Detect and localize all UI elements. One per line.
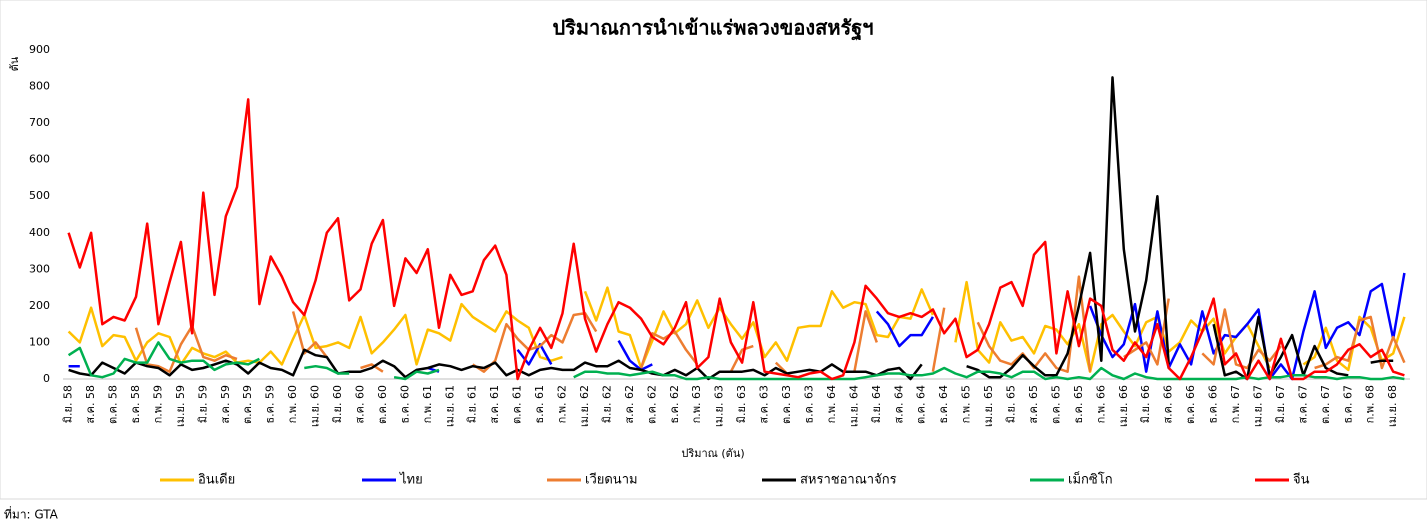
series-line <box>67 341 1405 381</box>
legend-label: เม็กซิโก <box>1068 470 1113 488</box>
x-tick-label: เม.ย. 65 <box>982 385 995 427</box>
x-tick-label: เม.ย. 66 <box>1117 385 1130 427</box>
x-tick-label: ต.ค. 66 <box>1184 385 1197 424</box>
x-tick-label: เม.ย. 62 <box>578 385 591 427</box>
x-tick-label: ธ.ค. 58 <box>129 385 142 424</box>
x-tick-label: ส.ค. 63 <box>758 385 771 424</box>
x-tick-label: ต.ค. 63 <box>780 385 793 424</box>
x-tick-label: มิ.ย. 64 <box>870 385 883 423</box>
x-tick-label: เม.ย. 68 <box>1386 385 1399 427</box>
x-tick-label: เม.ย. 67 <box>1251 385 1264 427</box>
x-tick-label: มิ.ย. 60 <box>331 385 344 423</box>
legend-label: สหราชอาณาจักร <box>800 473 897 488</box>
y-unit: ตัน <box>8 56 21 71</box>
x-tick-label: ส.ค. 59 <box>219 385 232 424</box>
x-tick-label: ก.พ. 63 <box>690 385 703 423</box>
x-tick-label: ก.พ. 64 <box>825 385 838 423</box>
y-tick-label: 700 <box>29 116 50 129</box>
x-tick-label: ส.ค. 60 <box>353 385 366 424</box>
x-tick-label: ต.ค. 59 <box>241 385 254 424</box>
x-tick-label: มิ.ย. 58 <box>62 385 75 423</box>
x-tick-label: ก.พ. 61 <box>421 385 434 423</box>
x-tick-label: ธ.ค. 64 <box>937 385 950 424</box>
x-tick-label: ก.พ. 65 <box>960 385 973 423</box>
series-line <box>68 76 1394 381</box>
x-tick-label: มิ.ย. 67 <box>1274 385 1287 423</box>
x-tick-label: ต.ค. 62 <box>645 385 658 424</box>
x-tick-label: ก.พ. 62 <box>556 385 569 423</box>
x-tick-label: ส.ค. 66 <box>1162 385 1175 424</box>
chart-frame <box>0 0 1427 500</box>
x-tick-label: ธ.ค. 63 <box>802 385 815 424</box>
x-tick-label: ธ.ค. 59 <box>264 385 277 424</box>
y-tick-label: 300 <box>29 262 50 275</box>
x-tick-label: ส.ค. 62 <box>623 385 636 424</box>
x-tick-label: มิ.ย. 62 <box>600 385 613 423</box>
x-tick-label: ก.พ. 67 <box>1229 385 1242 423</box>
x-tick-label: เม.ย. 59 <box>174 385 187 427</box>
x-tick-label: ธ.ค. 67 <box>1341 385 1354 424</box>
x-tick-label: ต.ค. 65 <box>1049 385 1062 424</box>
x-tick-label: เม.ย. 63 <box>713 385 726 427</box>
x-tick-label: เม.ย. 61 <box>443 385 456 427</box>
x-tick-label: ส.ค. 58 <box>84 385 97 424</box>
x-tick-label: ต.ค. 58 <box>107 385 120 424</box>
legend-label: เวียดนาม <box>585 472 638 488</box>
x-tick-label: ก.พ. 59 <box>151 385 164 423</box>
x-tick-label: ธ.ค. 61 <box>533 385 546 424</box>
y-tick-label: 600 <box>29 153 50 166</box>
x-tick-label: ธ.ค. 65 <box>1072 385 1085 424</box>
x-tick-label: ก.พ. 68 <box>1364 385 1377 423</box>
x-tick-label: มิ.ย. 59 <box>196 385 209 423</box>
x-tick-label: ส.ค. 61 <box>488 385 501 424</box>
legend-label: จีน <box>1293 472 1310 488</box>
y-tick-label: 800 <box>29 80 50 93</box>
x-tick-label: ก.พ. 66 <box>1094 385 1107 423</box>
x-tick-label: เม.ย. 60 <box>309 385 322 427</box>
series-line <box>67 98 1405 381</box>
x-tick-label: เม.ย. 64 <box>847 385 860 427</box>
y-tick-label: 400 <box>29 226 50 239</box>
x-tick-label: มิ.ย. 66 <box>1139 385 1152 423</box>
y-tick-label: 900 <box>29 43 50 56</box>
x-tick-label: ธ.ค. 62 <box>668 385 681 424</box>
x-axis-title: ปริมาณ (ตัน) <box>681 447 744 460</box>
y-tick-label: 500 <box>29 189 50 202</box>
x-tick-label: มิ.ย. 65 <box>1005 385 1018 423</box>
x-tick-label: ส.ค. 65 <box>1027 385 1040 424</box>
legend-label: ไทย <box>399 472 423 488</box>
series-line <box>68 272 1406 381</box>
x-tick-label: ต.ค. 61 <box>511 385 524 424</box>
source: ที่มา: GTA <box>4 506 59 522</box>
x-tick-label: ส.ค. 64 <box>892 385 905 424</box>
x-tick-label: ส.ค. 67 <box>1296 385 1309 424</box>
chart-title: ปริมาณการนำเข้าแร่พลวงของสหรัฐฯ <box>552 16 873 42</box>
x-tick-label: ต.ค. 64 <box>915 385 928 424</box>
y-tick-label: 0 <box>43 372 50 385</box>
legend-label: อินเดีย <box>198 472 235 488</box>
x-tick-label: มิ.ย. 63 <box>735 385 748 423</box>
y-tick-label: 100 <box>29 335 50 348</box>
x-tick-label: ต.ค. 60 <box>376 385 389 424</box>
x-tick-label: ธ.ค. 60 <box>398 385 411 424</box>
x-tick-label: ก.พ. 60 <box>286 385 299 423</box>
x-tick-label: ธ.ค. 66 <box>1207 385 1220 424</box>
y-tick-label: 200 <box>29 299 50 312</box>
x-tick-label: มิ.ย. 61 <box>466 385 479 423</box>
x-tick-label: ต.ค. 67 <box>1319 385 1332 424</box>
